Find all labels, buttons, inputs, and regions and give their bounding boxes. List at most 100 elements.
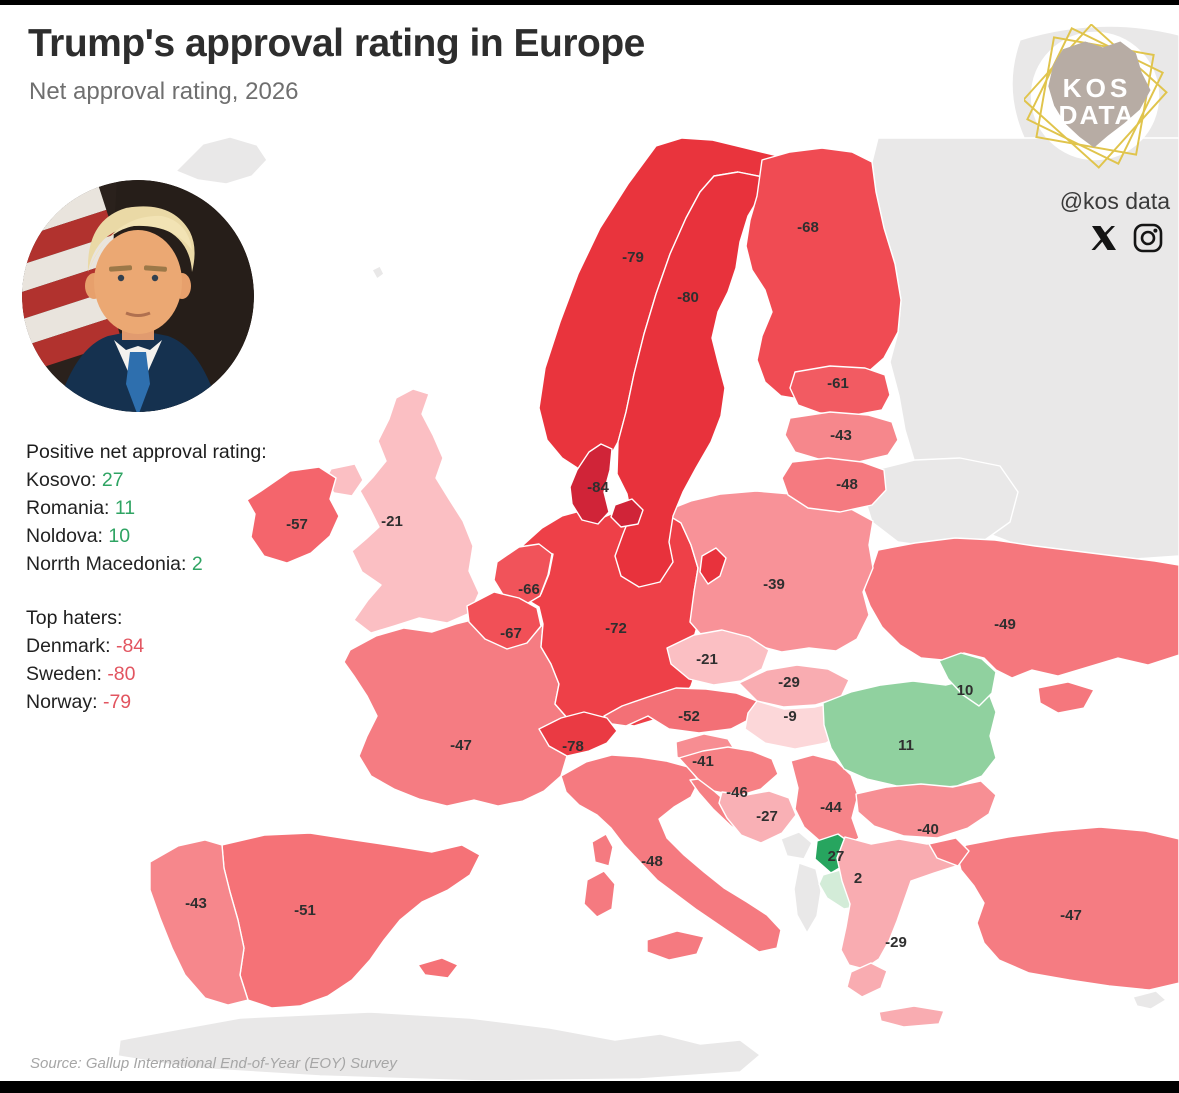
map-label-belgium: -67: [500, 625, 522, 642]
country-portugal: [149, 839, 249, 1006]
country-italy-sicily: [646, 930, 705, 961]
map-label-bosnia: -27: [756, 808, 778, 825]
map-label-sweden: -80: [677, 289, 699, 306]
trump-portrait: [22, 180, 254, 412]
map-label-moldova: 10: [957, 682, 974, 699]
map-label-romania: 11: [898, 737, 914, 754]
map-label-uk: -21: [381, 513, 403, 530]
country-romania: [822, 678, 997, 790]
positive-value: 2: [191, 553, 203, 575]
map-label-greece: -29: [885, 934, 907, 951]
map-label-poland: -39: [763, 576, 785, 593]
source-caption: Source: Gallup International End-of-Year…: [30, 1055, 397, 1072]
region-faroe: [371, 265, 385, 280]
list-item: Norrth Macedonia: 2: [26, 553, 203, 575]
map-label-north_macedonia: 2: [854, 870, 862, 887]
country-bosnia: [718, 790, 797, 844]
logo-text-data: DATA: [1059, 100, 1136, 130]
map-label-norway: -79: [622, 249, 644, 266]
page-title: Trump's approval rating in Europe: [28, 22, 645, 65]
positive-value: 10: [108, 525, 131, 547]
instagram-icon: [1133, 223, 1163, 253]
map-label-latvia: -43: [830, 427, 852, 444]
negative-value: -79: [102, 691, 132, 713]
list-item: Noldova: 10: [26, 525, 131, 547]
page-subtitle: Net approval rating, 2026: [29, 78, 299, 105]
map-label-kosovo: 27: [828, 848, 845, 865]
country-slovakia: [738, 664, 850, 708]
country-ireland: [246, 466, 340, 564]
map-label-spain: -51: [294, 902, 316, 919]
social-icons: [1044, 222, 1164, 254]
map-label-hungary: -9: [783, 708, 796, 725]
map-label-ireland: -57: [286, 516, 308, 533]
list-item: Kosovo: 27: [26, 469, 124, 491]
country-denmark: [569, 443, 613, 525]
map-label-france: -47: [450, 737, 472, 754]
country-estonia: [789, 365, 891, 416]
country-greece-crete: [878, 1005, 945, 1028]
country-czechia: [666, 629, 770, 686]
negative-value: -80: [107, 663, 136, 685]
negative-value: -84: [115, 635, 145, 657]
map-label-turkey: -47: [1060, 907, 1082, 924]
country-uk: [351, 388, 480, 634]
region-albania: [793, 862, 822, 934]
country-greece-peloponnese: [846, 962, 888, 998]
country-spain-balearic: [417, 957, 459, 979]
annotation-block: Positive net approval rating: Kosovo: 27…: [26, 438, 267, 716]
map-label-slovakia: -29: [778, 674, 800, 691]
map-label-serbia: -44: [820, 799, 842, 816]
map-label-germany: -72: [605, 620, 627, 637]
map-label-slovenia: -41: [692, 753, 714, 770]
country-belgium: [466, 591, 542, 650]
kos-data-logo-art: KOS DATA: [1022, 23, 1168, 169]
map-label-denmark: -84: [587, 479, 609, 496]
haters-list-title: Top haters:: [26, 607, 123, 629]
map-label-switzerland: -78: [562, 738, 584, 755]
bottom-black-bar: [0, 1081, 1179, 1093]
country-netherlands: [493, 543, 553, 607]
country-bulgaria: [855, 780, 997, 839]
list-item: Norway: -79: [26, 691, 132, 713]
country-latvia: [784, 411, 899, 463]
country-sweden: [614, 171, 769, 588]
kosovo-map-silhouette: [1048, 41, 1151, 148]
country-turkey: [956, 826, 1179, 991]
positive-value: 27: [101, 469, 124, 491]
country-denmark-zealand: [610, 498, 644, 528]
country-ukraine: [863, 537, 1179, 679]
map-label-netherlands: -66: [518, 581, 540, 598]
country-corsica: [591, 833, 614, 867]
country-lithuania: [781, 457, 887, 513]
map-value-labels: -84 -80 -79 -78 -72 -68 -67 -66 -61 -57 -52 -51 -49 -…: [185, 219, 1082, 951]
map-label-finland: -68: [797, 219, 819, 236]
map-label-croatia: -46: [726, 784, 748, 801]
region-belarus: [863, 457, 1019, 549]
country-spain: [221, 832, 481, 1009]
positive-value: 11: [114, 497, 136, 519]
region-iceland: [175, 136, 268, 185]
map-label-portugal: -43: [185, 895, 207, 912]
map-label-bulgaria: -40: [917, 821, 939, 838]
country-ukraine-crimea: [1037, 681, 1095, 714]
region-africa: [117, 1011, 761, 1082]
top-black-bar: [0, 0, 1179, 5]
positive-list-title: Positive net approval rating:: [26, 441, 267, 463]
list-item: Denmark: -84: [26, 635, 145, 657]
country-turkey-thrace: [928, 837, 970, 867]
region-cyprus: [1132, 990, 1167, 1010]
trump-portrait-illustration: [22, 180, 254, 412]
map-label-ukraine: -49: [994, 616, 1016, 633]
region-montenegro: [780, 831, 813, 860]
logo-text-kos: KOS: [1063, 73, 1132, 103]
map-label-lithuania: -48: [836, 476, 858, 493]
map-label-austria: -52: [678, 708, 700, 725]
country-switzerland: [538, 711, 618, 757]
country-moldova: [938, 652, 997, 707]
country-sweden-gotland: [699, 547, 727, 585]
social-handle: @kos data: [1059, 188, 1170, 214]
kos-data-logo: KOS DATA: [1022, 23, 1169, 169]
